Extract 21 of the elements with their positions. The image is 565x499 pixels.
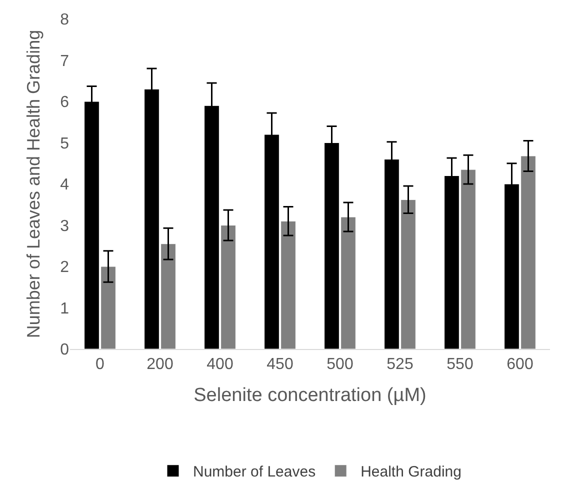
x-tick-label: 525 <box>386 356 414 374</box>
x-tick-label: 200 <box>146 356 174 374</box>
y-tick-label: 0 <box>60 342 70 359</box>
y-tick-label: 1 <box>60 300 70 318</box>
y-tick-label: 3 <box>60 218 70 235</box>
y-tick-label: 4 <box>60 176 70 194</box>
y-tick-label: 8 <box>60 12 70 29</box>
x-tick-label: 400 <box>206 356 234 374</box>
x-tick-label: 550 <box>446 356 474 374</box>
x-tick-label: 450 <box>266 356 294 374</box>
x-tick-label: 500 <box>326 356 354 374</box>
y-tick-label: 2 <box>60 259 70 276</box>
y-tick-label: 5 <box>60 135 70 152</box>
x-tick-label: 600 <box>506 356 534 374</box>
legend-label: Health Grading <box>360 464 462 481</box>
y-axis-title: Number of Leaves and Health Grading <box>23 30 44 338</box>
y-tick-label: 7 <box>60 52 70 70</box>
x-tick-label: 0 <box>96 356 105 374</box>
legend-label: Number of Leaves <box>193 464 316 481</box>
x-axis-title: Selenite concentration (µM) <box>194 385 426 406</box>
y-tick-label: 6 <box>60 94 70 112</box>
